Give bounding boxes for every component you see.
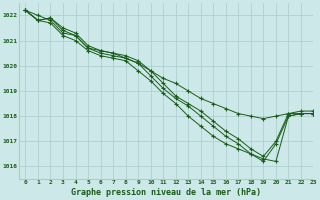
X-axis label: Graphe pression niveau de la mer (hPa): Graphe pression niveau de la mer (hPa) — [71, 188, 261, 197]
